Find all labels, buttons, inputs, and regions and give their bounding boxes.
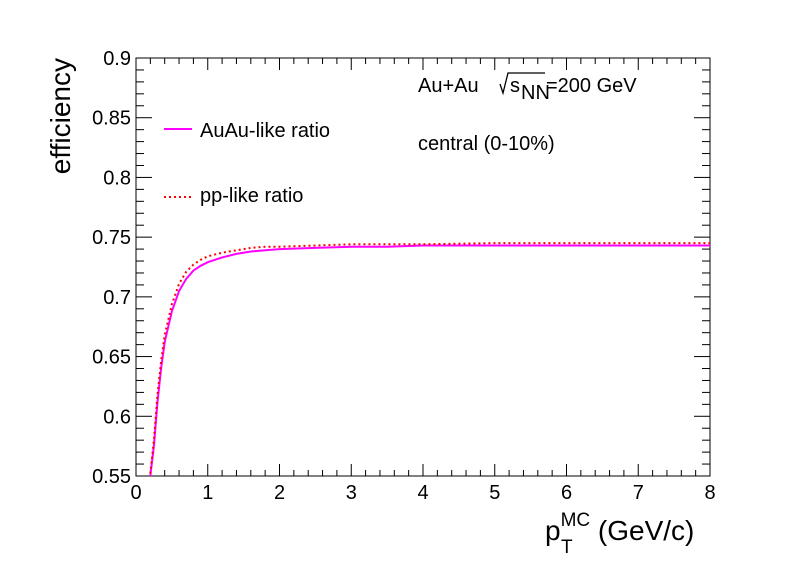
- centrality-label: central (0-10%): [418, 133, 555, 155]
- x-axis-title-unit: (GeV/c): [590, 515, 694, 546]
- y-tick-label: 0.85: [92, 108, 131, 130]
- energy-subscript: NN: [521, 82, 550, 104]
- x-tick-label: 7: [633, 482, 644, 504]
- axis-ticks: [135, 57, 711, 477]
- collision-system-label: Au+Au: [418, 75, 479, 97]
- series-layer: [149, 242, 710, 477]
- x-tick-label: 4: [417, 482, 428, 504]
- y-tick-label: 0.6: [103, 406, 131, 428]
- y-tick-labels: 0.55 0.6 0.65 0.7 0.75 0.8 0.85 0.9: [92, 48, 131, 488]
- x-axis-title: pMC (GeV/c): [545, 510, 694, 546]
- sqrt-icon: [499, 72, 545, 96]
- legend-label-auau: AuAu-like ratio: [200, 120, 330, 142]
- x-tick-label: 8: [704, 482, 715, 504]
- y-tick-label: 0.7: [103, 287, 131, 309]
- y-tick-label: 0.75: [92, 227, 131, 249]
- x-axis-title-sup: MC: [561, 510, 591, 531]
- y-tick-label: 0.8: [103, 167, 131, 189]
- x-tick-label: 0: [130, 482, 141, 504]
- energy-symbol: s: [510, 75, 520, 97]
- x-tick-label: 6: [561, 482, 572, 504]
- series-line-pp: [149, 242, 710, 474]
- energy-value: =200 GeV: [546, 75, 637, 97]
- x-tick-label: 2: [274, 482, 285, 504]
- x-tick-label: 3: [346, 482, 357, 504]
- series-line-auau: [149, 244, 710, 477]
- x-axis-title-sub: T: [561, 537, 573, 558]
- legend-label-pp: pp-like ratio: [200, 185, 303, 207]
- x-axis-title-main: p: [545, 515, 561, 546]
- y-axis-title: efficiency: [45, 58, 76, 174]
- x-tick-label: 1: [202, 482, 213, 504]
- x-tick-labels: 0 1 2 3 4 5 6 7 8: [130, 482, 715, 504]
- y-tick-label: 0.55: [92, 466, 131, 488]
- x-tick-label: 5: [489, 482, 500, 504]
- energy-annotation: Au+Au s NN =200 GeV: [418, 72, 637, 104]
- legend: AuAu-like ratio pp-like ratio: [164, 120, 330, 207]
- y-tick-label: 0.9: [103, 48, 131, 70]
- y-tick-label: 0.65: [92, 347, 131, 369]
